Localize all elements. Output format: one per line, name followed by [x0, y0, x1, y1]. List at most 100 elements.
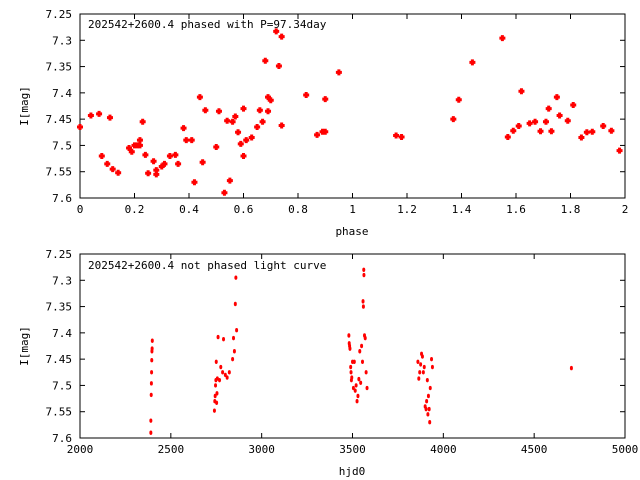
data-point	[428, 420, 432, 425]
data-point	[361, 304, 365, 309]
data-point	[569, 365, 573, 371]
chart-title: 202542+2600.4 not phased light curve	[88, 259, 326, 272]
data-point	[229, 118, 236, 125]
data-point	[354, 383, 358, 388]
data-point	[360, 359, 364, 364]
data-point	[420, 354, 424, 359]
y-axis-label: I[mag]	[18, 326, 31, 366]
data-point	[362, 272, 366, 278]
data-point	[504, 134, 511, 141]
data-point	[335, 69, 342, 76]
data-point	[273, 28, 280, 35]
data-point	[215, 391, 219, 396]
data-point	[427, 406, 431, 412]
data-point	[548, 128, 555, 135]
data-point	[357, 376, 361, 382]
data-point	[214, 359, 218, 364]
data-point	[537, 128, 544, 135]
data-point	[416, 359, 420, 364]
x-tick-label: 2000	[67, 443, 94, 456]
data-point	[232, 349, 236, 354]
data-point	[218, 377, 222, 383]
data-point	[235, 328, 239, 333]
data-point	[421, 370, 425, 375]
y-tick-label: 7.6	[52, 192, 72, 205]
data-point	[136, 142, 143, 149]
data-point	[418, 370, 422, 375]
data-point	[231, 356, 235, 362]
data-point	[347, 333, 351, 338]
data-point	[556, 112, 563, 119]
unphased-light-curve-plot: 202542+2600.4 not phased light curve hjd…	[18, 248, 638, 478]
x-tick-label: 0.2	[125, 203, 145, 216]
x-tick-label: 3500	[339, 443, 366, 456]
x-tick-label: 3000	[248, 443, 275, 456]
data-point	[450, 116, 457, 123]
data-point	[188, 137, 195, 144]
data-point	[150, 346, 154, 351]
data-point	[364, 370, 368, 375]
data-point	[350, 375, 354, 380]
data-point	[322, 96, 329, 103]
x-axis-ticks: 0 0.2 0.4 0.6 0.8 1 1.2 1.4 1.6 1.8 2	[77, 14, 629, 216]
data-point	[150, 338, 154, 343]
data-points	[149, 267, 573, 435]
data-point	[150, 158, 157, 165]
x-tick-label: 2	[622, 203, 629, 216]
y-tick-label: 7.25	[46, 8, 73, 21]
x-tick-label: 4000	[430, 443, 457, 456]
data-point	[233, 301, 237, 307]
data-point	[225, 375, 229, 380]
data-point	[314, 131, 321, 138]
chart-title: 202542+2600.4 phased with P=97.34day	[88, 18, 327, 31]
data-point	[532, 118, 539, 125]
data-point	[106, 114, 113, 121]
data-point	[98, 152, 105, 159]
data-point	[219, 364, 223, 370]
data-point	[149, 430, 153, 435]
data-point	[215, 400, 219, 405]
data-point	[469, 59, 476, 66]
data-point	[352, 359, 356, 364]
data-point	[153, 171, 160, 178]
data-point	[553, 94, 560, 101]
data-point	[545, 105, 552, 112]
data-point	[600, 122, 607, 129]
data-point	[87, 112, 94, 119]
data-point	[237, 140, 244, 147]
x-tick-label: 1.6	[506, 203, 526, 216]
data-point	[265, 108, 272, 115]
y-axis-ticks: 7.25 7.3 7.35 7.4 7.45 7.5 7.55 7.6	[46, 8, 625, 205]
data-point	[510, 127, 517, 134]
data-point	[430, 356, 434, 362]
data-point	[149, 418, 153, 423]
data-point	[222, 336, 226, 342]
y-tick-label: 7.5	[52, 379, 72, 392]
data-point	[196, 94, 203, 101]
data-point	[221, 370, 225, 375]
x-tick-label: 4500	[521, 443, 548, 456]
data-point	[424, 406, 428, 412]
data-point	[365, 385, 369, 391]
x-axis-label: hjd0	[339, 465, 366, 478]
y-tick-label: 7.55	[46, 166, 73, 179]
y-axis-label: I[mag]	[18, 86, 31, 126]
x-tick-label: 1.8	[561, 203, 581, 216]
data-point	[166, 152, 173, 159]
data-point	[183, 137, 190, 144]
data-point	[180, 125, 187, 132]
data-point	[417, 376, 421, 381]
y-tick-label: 7.4	[52, 327, 72, 340]
x-tick-label: 1.2	[397, 203, 417, 216]
data-point	[583, 129, 590, 136]
y-tick-label: 7.6	[52, 432, 72, 445]
data-point	[589, 128, 596, 135]
x-tick-label: 0	[77, 203, 84, 216]
y-tick-label: 7.55	[46, 406, 73, 419]
data-point	[215, 108, 222, 115]
data-point	[608, 127, 615, 134]
data-point	[542, 118, 549, 125]
plot-frame	[79, 13, 626, 199]
y-tick-label: 7.35	[46, 61, 73, 74]
data-point	[199, 159, 206, 166]
